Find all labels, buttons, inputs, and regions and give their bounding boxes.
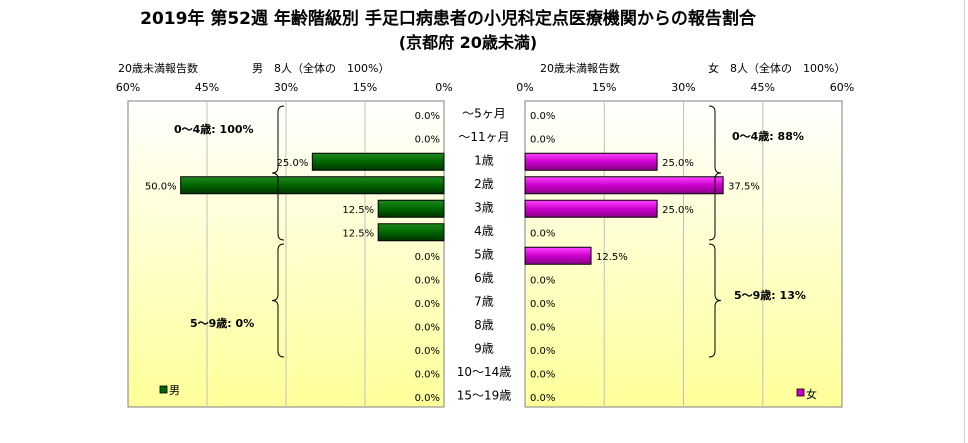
male-group-annotation-0-4: 0～4歳: 100% [174,122,254,136]
category-label: ～5ヶ月 [462,107,506,121]
female-bar [524,176,724,195]
male-value-label: 12.5% [342,228,374,239]
female-value-label: 37.5% [728,181,760,192]
female-value-label: 0.0% [530,111,555,122]
female-axis-caption: 20歳未満報告数 [540,62,620,75]
female-value-label: 0.0% [530,346,555,357]
male-brace-5-9 [271,243,285,358]
male-bar [377,223,445,242]
male-plot-area [127,100,445,408]
female-brace-0-4 [708,105,722,241]
category-label: 8歳 [474,318,494,332]
bars [180,152,724,265]
male-tick-label: 0% [435,81,452,94]
male-bar [180,176,445,195]
female-bar [524,199,658,218]
category-label: 10～14歳 [457,365,512,379]
female-count-text: 女 8人（全体の 100%） [708,61,845,75]
male-tick-label: 30% [274,81,298,94]
female-value-label: 0.0% [530,134,555,145]
male-value-label: 25.0% [277,158,309,169]
female-value-label: 0.0% [530,299,555,310]
male-value-label: 0.0% [415,322,440,333]
category-label: ～11ヶ月 [458,130,509,144]
female-group-annotation-0-4: 0～4歳: 88% [732,129,804,143]
male-value-label: 0.0% [415,252,440,263]
female-tick-label: 15% [592,81,616,94]
male-tick-label: 60% [116,81,140,94]
female-value-label: 0.0% [530,275,555,286]
female-tick-label: 60% [830,81,854,94]
window-edge [964,0,968,443]
female-value-label: 0.0% [530,322,555,333]
category-label: 1歳 [474,154,494,168]
male-value-label: 0.0% [415,111,440,122]
female-tick-label: 30% [671,81,695,94]
group-braces [271,105,722,358]
female-group-annotation-5-9: 5～9歳: 13% [734,288,806,302]
male-bar [377,199,445,218]
male-legend-label: 男 [169,384,180,397]
category-label: 5歳 [474,248,494,262]
male-value-label: 0.0% [415,134,440,145]
female-tick-label: 45% [751,81,775,94]
male-value-label: 0.0% [415,369,440,380]
female-value-label: 0.0% [530,369,555,380]
female-value-label: 12.5% [596,252,628,263]
male-brace-0-4 [271,105,285,241]
male-value-label: 12.5% [342,205,374,216]
male-group-annotation-5-9: 5～9歳: 0% [190,316,254,330]
female-legend-swatch [796,388,805,397]
male-bar [311,152,445,171]
male-value-label: 0.0% [415,393,440,404]
male-value-label: 0.0% [415,346,440,357]
female-value-label: 0.0% [530,393,555,404]
value-labels: 0.0% 0.0% 25.0% 50.0% 12.5% 12.5% 0.0% 0.0% 0.0%… [145,111,760,404]
female-tick-label: 0% [516,81,533,94]
male-legend-swatch [159,385,168,394]
axis-ticks: 0% 0% 15% 15% 30% 30% 45% 45% 60% 60% [116,81,854,94]
category-label: 9歳 [474,342,494,356]
category-label: 7歳 [474,295,494,309]
male-tick-label: 15% [353,81,377,94]
category-label: 3歳 [474,201,494,215]
female-brace-5-9 [708,243,722,358]
category-label: 4歳 [474,224,494,238]
female-value-label: 25.0% [662,158,694,169]
category-label: 15～19歳 [457,389,512,403]
male-count-text: 男 8人（全体の 100%） [252,61,389,75]
male-axis-caption: 20歳未満報告数 [118,62,198,75]
female-legend-label: 女 [806,387,817,401]
male-tick-label: 45% [195,81,219,94]
male-value-label: 50.0% [145,181,177,192]
female-value-label: 25.0% [662,205,694,216]
category-label: 2歳 [474,177,494,191]
category-labels: ～5ヶ月 ～11ヶ月 1歳 2歳 3歳 4歳 5歳 6歳 7歳 8歳 9歳 10～14歳 15～19歳 [457,107,512,403]
chart-subtitle: (京都府 20歳未満) [399,33,537,52]
male-value-label: 0.0% [415,275,440,286]
male-value-label: 0.0% [415,299,440,310]
chart-title: 2019年 第52週 年齢階級別 手足口病患者の小児科定点医療機関からの報告割合 [140,8,757,29]
female-bar [524,152,658,171]
female-value-label: 0.0% [530,228,555,239]
female-bar [524,246,592,265]
category-label: 6歳 [474,271,494,285]
